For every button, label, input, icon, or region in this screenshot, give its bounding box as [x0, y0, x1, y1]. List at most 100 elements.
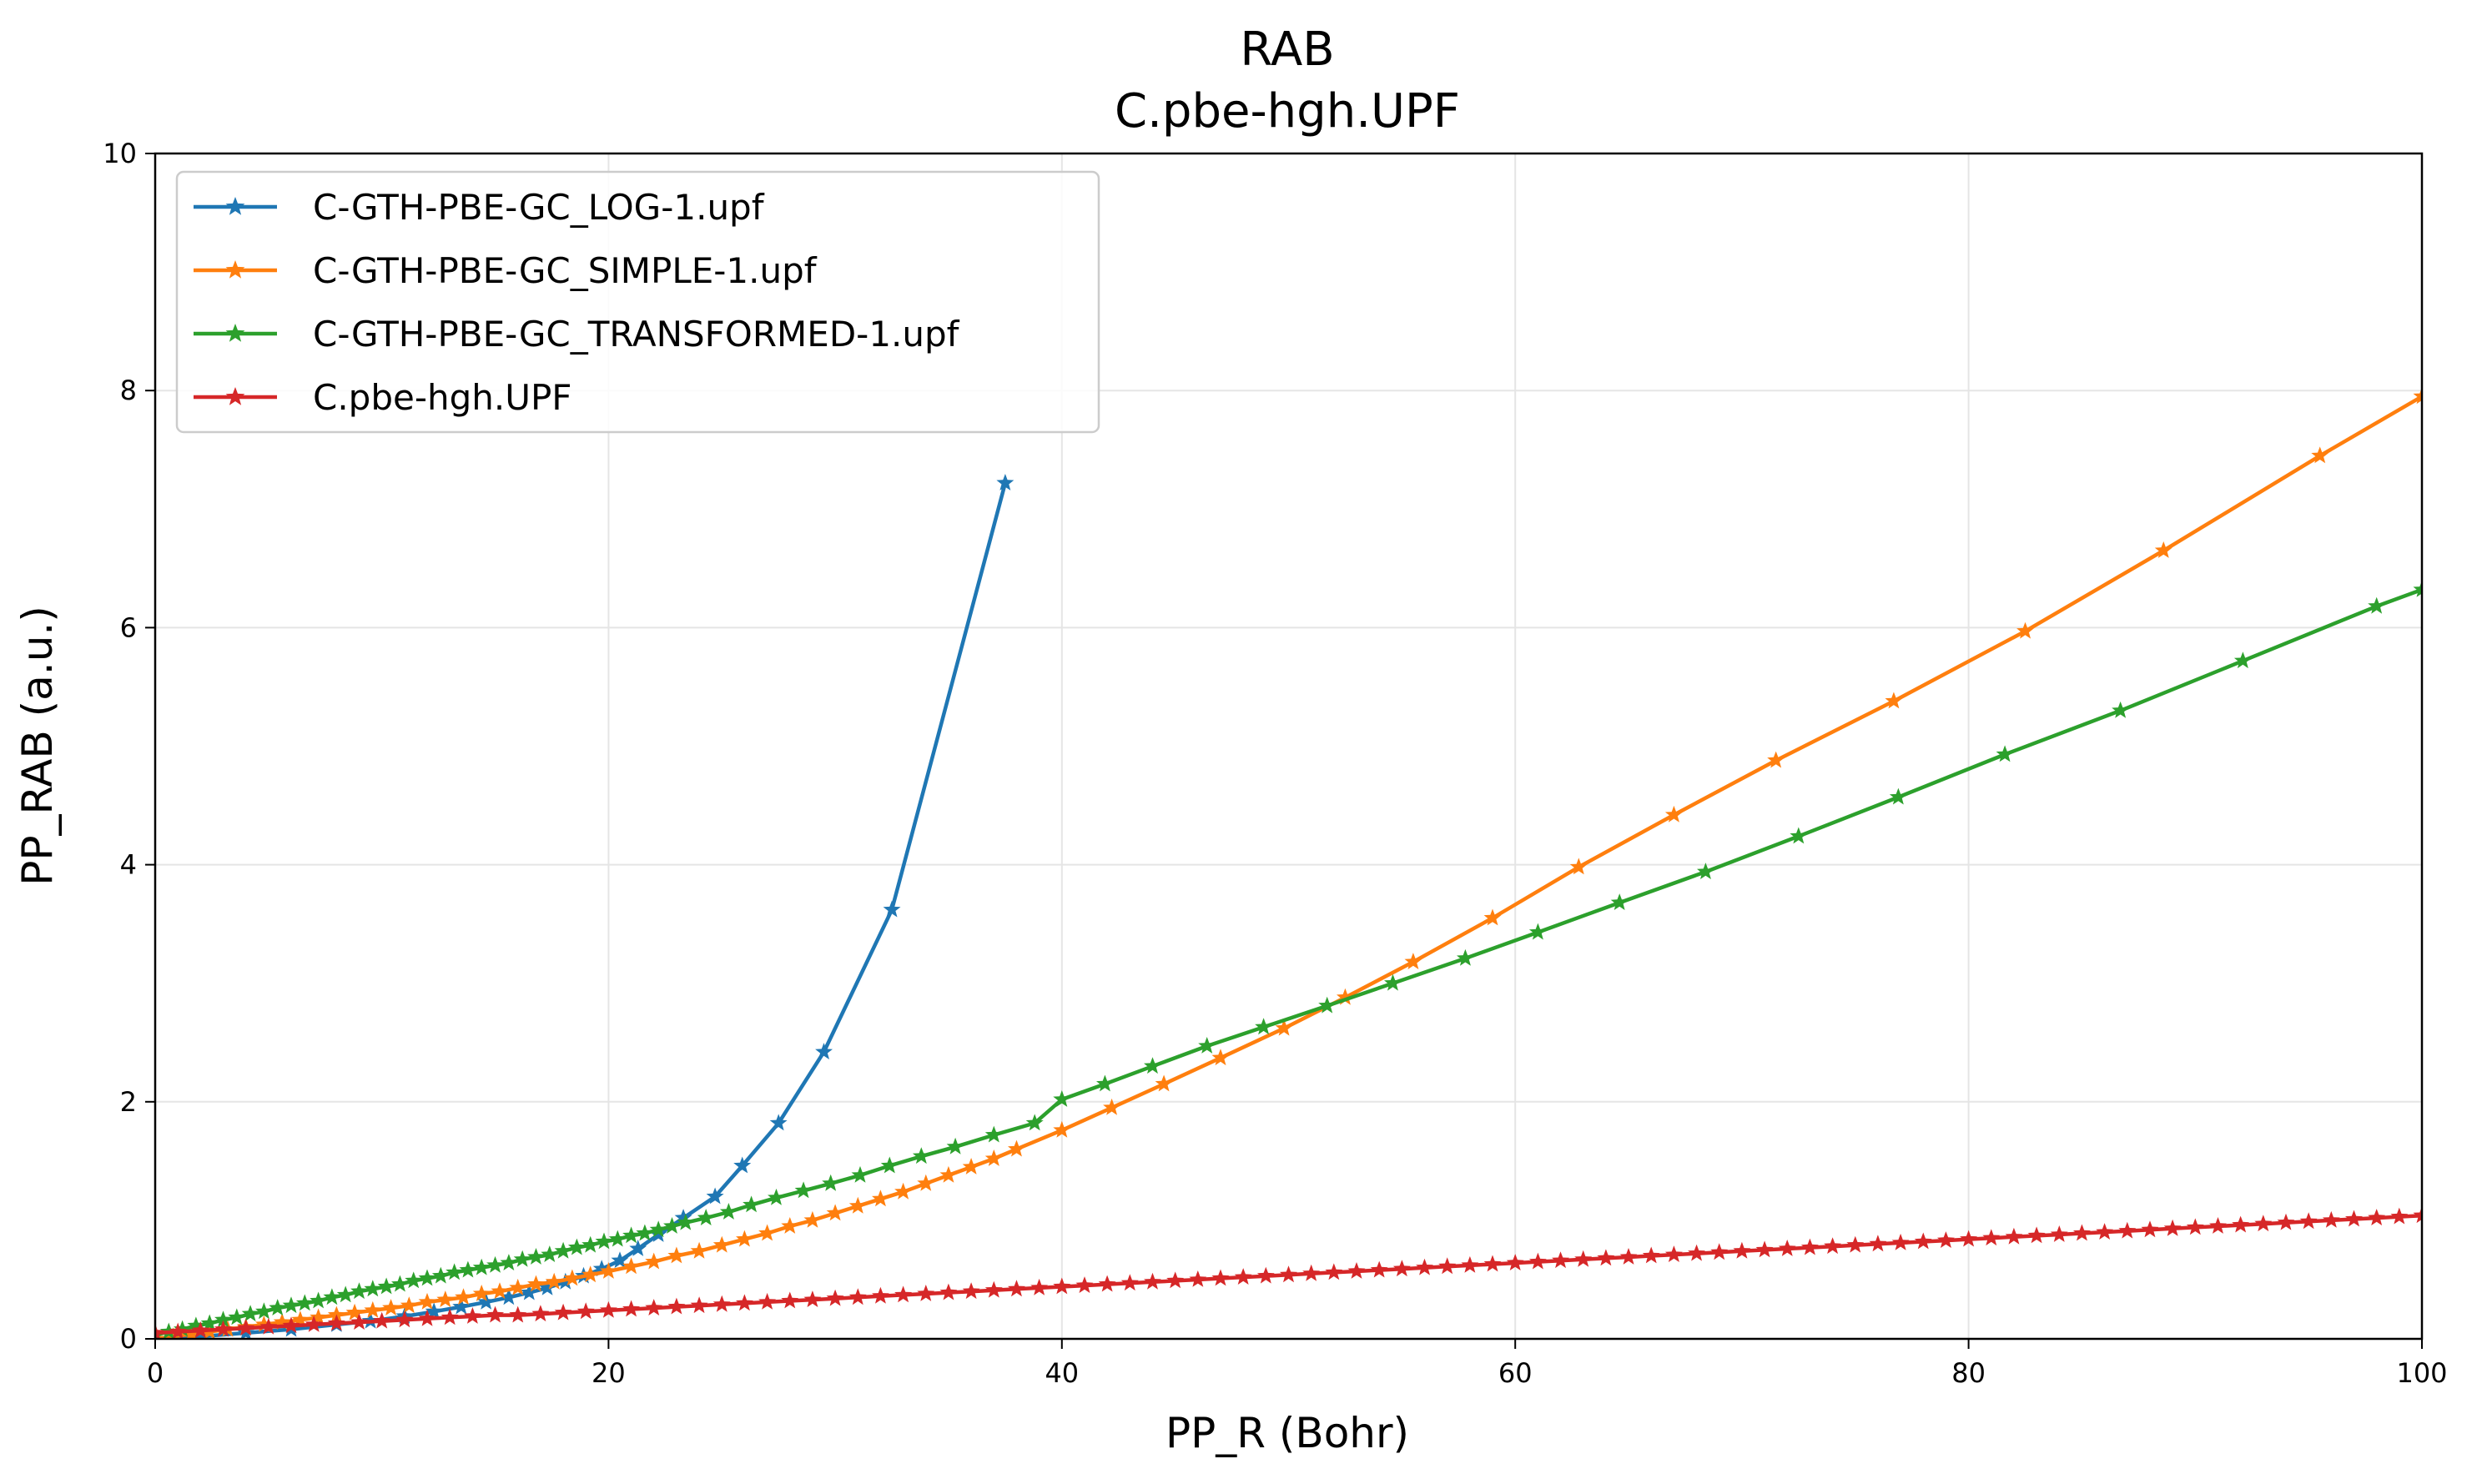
data-point-marker	[912, 1147, 930, 1165]
data-point-marker	[500, 1288, 518, 1305]
data-point-marker	[1846, 1235, 1865, 1253]
data-point-marker	[636, 1224, 654, 1241]
data-point-marker	[2005, 1227, 2023, 1245]
data-point-marker	[1053, 1277, 1071, 1295]
data-point-marker	[1755, 1240, 1774, 1258]
data-point-marker	[697, 1209, 715, 1225]
data-point-marker	[418, 1269, 436, 1286]
data-point-marker	[2233, 651, 2252, 669]
data-point-marker	[1869, 1235, 1887, 1252]
data-point-marker	[377, 1277, 395, 1295]
data-point-marker	[310, 1291, 328, 1309]
data-point-marker	[455, 1288, 472, 1305]
data-point-marker	[155, 1323, 164, 1339]
data-point-marker	[1120, 1274, 1139, 1291]
data-point-marker	[2277, 1213, 2295, 1230]
data-point-marker	[2073, 1224, 2091, 1241]
legend-marker	[225, 197, 245, 215]
series-1	[155, 474, 1014, 1339]
data-point-marker	[1370, 1260, 1388, 1278]
data-point-marker	[2027, 1226, 2046, 1244]
data-point-marker	[554, 1241, 572, 1259]
data-point-marker	[706, 1187, 724, 1205]
series-layer	[155, 387, 2422, 1339]
data-point-marker	[1506, 1254, 1524, 1270]
data-point-marker	[1416, 1258, 1433, 1275]
data-point-marker	[336, 1285, 355, 1303]
data-point-marker	[1790, 827, 1808, 844]
data-point-marker	[1030, 1278, 1049, 1295]
data-point-marker	[1574, 1250, 1593, 1267]
data-point-marker	[1457, 948, 1474, 966]
data-point-marker	[1075, 1276, 1094, 1293]
data-point-marker	[1619, 1248, 1638, 1265]
y-tick-label: 2	[120, 1086, 137, 1118]
data-point-marker	[1664, 805, 1683, 822]
data-point-marker	[1889, 787, 1907, 805]
data-point-marker	[984, 1280, 1003, 1298]
data-point-marker	[599, 1300, 617, 1318]
data-point-marker	[527, 1275, 545, 1292]
x-tick-label: 100	[2396, 1357, 2447, 1389]
data-point-marker	[1710, 1243, 1729, 1260]
data-point-marker	[1697, 863, 1714, 879]
data-point-marker	[917, 1174, 935, 1191]
data-point-marker	[733, 1156, 752, 1174]
data-point-marker	[2186, 1218, 2204, 1235]
data-point-marker	[667, 1297, 686, 1315]
data-point-marker	[649, 1220, 667, 1238]
data-point-marker	[477, 1292, 496, 1310]
data-point-marker	[373, 1311, 391, 1329]
data-point-marker	[463, 1307, 481, 1324]
plot-frame	[154, 152, 2424, 1341]
data-point-marker	[1642, 1246, 1660, 1264]
data-point-marker	[592, 1260, 611, 1277]
data-point-marker	[1280, 1265, 1297, 1283]
data-point-marker	[645, 1299, 663, 1315]
data-point-marker	[405, 1271, 423, 1289]
data-point-marker	[441, 1308, 459, 1326]
y-tick-label: 8	[120, 375, 137, 406]
data-point-marker	[345, 1303, 364, 1321]
data-point-marker	[629, 1240, 647, 1256]
data-point-marker	[1960, 1230, 1978, 1247]
data-point-marker	[273, 1313, 291, 1330]
data-point-marker	[608, 1230, 627, 1247]
data-point-marker	[446, 1263, 464, 1280]
data-point-marker	[418, 1292, 436, 1310]
data-point-marker	[563, 1269, 581, 1286]
data-point-marker	[200, 1314, 219, 1331]
data-point-marker	[1053, 1120, 1071, 1138]
data-point-marker	[1384, 973, 1402, 991]
data-point-marker	[917, 1285, 935, 1301]
data-point-marker	[1996, 745, 2014, 762]
data-point-marker	[939, 1283, 958, 1300]
data-point-marker	[1438, 1257, 1457, 1275]
data-point-marker	[1392, 1260, 1411, 1277]
data-point-marker	[323, 1288, 341, 1305]
data-point-marker	[214, 1320, 232, 1337]
data-point-marker	[826, 1289, 844, 1306]
data-point-marker	[237, 1319, 255, 1336]
data-point-marker	[803, 1210, 822, 1228]
series-line	[155, 482, 1008, 1339]
data-point-marker	[350, 1282, 368, 1300]
data-point-marker	[491, 1282, 509, 1300]
data-point-marker	[1256, 1266, 1275, 1284]
data-point-marker	[2232, 1215, 2250, 1233]
data-point-marker	[2254, 1215, 2273, 1232]
data-point-marker	[1937, 1231, 1955, 1248]
data-point-marker	[1325, 1263, 1343, 1280]
data-point-marker	[1318, 996, 1337, 1014]
data-point-marker	[1610, 893, 1629, 910]
data-point-marker	[295, 1294, 314, 1311]
data-point-marker	[1347, 1262, 1366, 1279]
data-point-marker	[327, 1305, 345, 1323]
data-point-marker	[500, 1254, 518, 1270]
data-point-marker	[677, 1213, 695, 1230]
data-point-marker	[622, 1300, 640, 1317]
data-point-marker	[663, 1217, 681, 1234]
data-point-marker	[364, 1280, 382, 1297]
data-point-marker	[554, 1303, 572, 1321]
data-point-marker	[794, 1181, 813, 1199]
